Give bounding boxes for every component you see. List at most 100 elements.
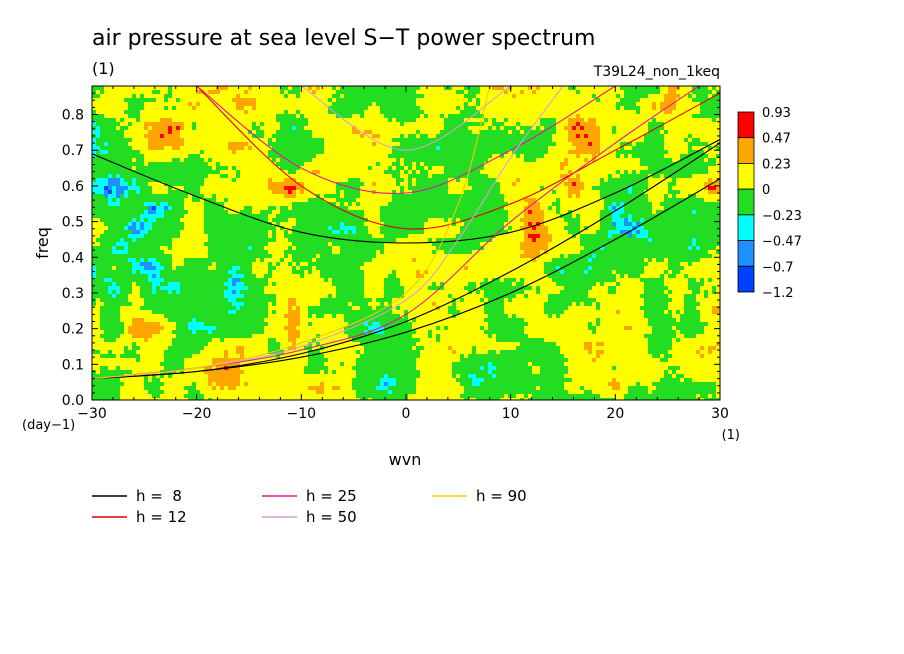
heatmap-cell xyxy=(540,154,545,159)
heatmap-cell xyxy=(152,162,157,167)
heatmap-cell xyxy=(488,130,493,135)
heatmap-cell xyxy=(260,138,265,143)
heatmap-cell xyxy=(672,202,677,207)
heatmap-cell xyxy=(292,130,297,135)
heatmap-cell xyxy=(256,134,261,139)
heatmap-cell xyxy=(124,114,129,119)
heatmap-cell xyxy=(432,190,437,195)
heatmap-cell xyxy=(168,198,173,203)
heatmap-cell xyxy=(308,114,313,119)
heatmap-cell xyxy=(676,126,681,131)
heatmap-cell xyxy=(248,90,253,95)
heatmap-cell xyxy=(200,122,205,127)
heatmap-cell xyxy=(364,114,369,119)
heatmap-cell xyxy=(600,134,605,139)
heatmap-cell xyxy=(632,126,637,131)
heatmap-cell xyxy=(276,210,281,215)
heatmap-cell xyxy=(400,90,405,95)
heatmap-cell xyxy=(688,146,693,151)
heatmap-cell xyxy=(560,110,565,115)
heatmap-cell xyxy=(476,138,481,143)
heatmap-cell xyxy=(168,110,173,115)
heatmap-cell xyxy=(104,190,109,195)
heatmap-cell xyxy=(264,106,269,111)
heatmap-cell xyxy=(108,206,113,211)
heatmap-cell xyxy=(120,90,125,95)
heatmap-cell xyxy=(200,134,205,139)
heatmap-cell xyxy=(240,166,245,171)
heatmap-cell xyxy=(588,122,593,127)
heatmap-cell xyxy=(708,170,713,175)
heatmap-cell xyxy=(592,94,597,99)
heatmap-cell xyxy=(344,190,349,195)
heatmap-cell xyxy=(444,126,449,131)
heatmap-cell xyxy=(508,130,513,135)
heatmap-cell xyxy=(384,134,389,139)
heatmap-cell xyxy=(108,106,113,111)
heatmap-cell xyxy=(592,90,597,95)
heatmap-cell xyxy=(700,94,705,99)
heatmap-cell xyxy=(180,122,185,127)
heatmap-cell xyxy=(632,206,637,211)
heatmap-cell xyxy=(224,98,229,103)
heatmap-cell xyxy=(228,174,233,179)
heatmap-cell xyxy=(548,122,553,127)
heatmap-cell xyxy=(352,90,357,95)
heatmap-cell xyxy=(352,190,357,195)
heatmap-cell xyxy=(140,198,145,203)
heatmap-cell xyxy=(608,138,613,143)
heatmap-cell xyxy=(320,210,325,215)
heatmap-cell xyxy=(568,178,573,183)
heatmap-cell xyxy=(232,130,237,135)
heatmap-cell xyxy=(232,178,237,183)
heatmap-cell xyxy=(580,194,585,199)
heatmap-cell xyxy=(548,134,553,139)
heatmap-cell xyxy=(440,114,445,119)
heatmap-cell xyxy=(100,178,105,183)
heatmap-cell xyxy=(312,154,317,159)
heatmap-cell xyxy=(220,194,225,199)
plot-area xyxy=(91,85,721,401)
heatmap-cell xyxy=(516,122,521,127)
heatmap-cell xyxy=(556,94,561,99)
heatmap-cell xyxy=(668,122,673,127)
heatmap-cell xyxy=(400,166,405,171)
heatmap-cell xyxy=(180,170,185,175)
heatmap-cell xyxy=(568,138,573,143)
heatmap-cell xyxy=(184,114,189,119)
heatmap-cell xyxy=(372,194,377,199)
heatmap-cell xyxy=(320,94,325,99)
heatmap-cell xyxy=(476,210,481,215)
heatmap-cell xyxy=(488,206,493,211)
heatmap-cell xyxy=(664,158,669,163)
heatmap-cell xyxy=(512,106,517,111)
heatmap-cell xyxy=(100,90,105,95)
heatmap-cell xyxy=(176,158,181,163)
heatmap-cell xyxy=(252,194,257,199)
heatmap-cell xyxy=(552,94,557,99)
heatmap-cell xyxy=(244,150,249,155)
heatmap-cell xyxy=(360,170,365,175)
heatmap-cell xyxy=(200,130,205,135)
heatmap-cell xyxy=(328,206,333,211)
heatmap-cell xyxy=(268,190,273,195)
heatmap-cell xyxy=(116,126,121,131)
heatmap-cell xyxy=(224,166,229,171)
heatmap-cell xyxy=(388,170,393,175)
heatmap-cell xyxy=(212,126,217,131)
heatmap-cell xyxy=(536,154,541,159)
heatmap-cell xyxy=(432,106,437,111)
heatmap-cell xyxy=(416,202,421,207)
heatmap-cell xyxy=(228,154,233,159)
heatmap-cell xyxy=(160,130,165,135)
heatmap-cell xyxy=(440,130,445,135)
heatmap-cell xyxy=(224,186,229,191)
heatmap-cell xyxy=(264,210,269,215)
heatmap-cell xyxy=(644,106,649,111)
heatmap-cell xyxy=(624,110,629,115)
heatmap-cell xyxy=(100,146,105,151)
heatmap-cell xyxy=(260,190,265,195)
heatmap-cell xyxy=(172,194,177,199)
heatmap-cell xyxy=(560,134,565,139)
heatmap-cell xyxy=(176,94,181,99)
